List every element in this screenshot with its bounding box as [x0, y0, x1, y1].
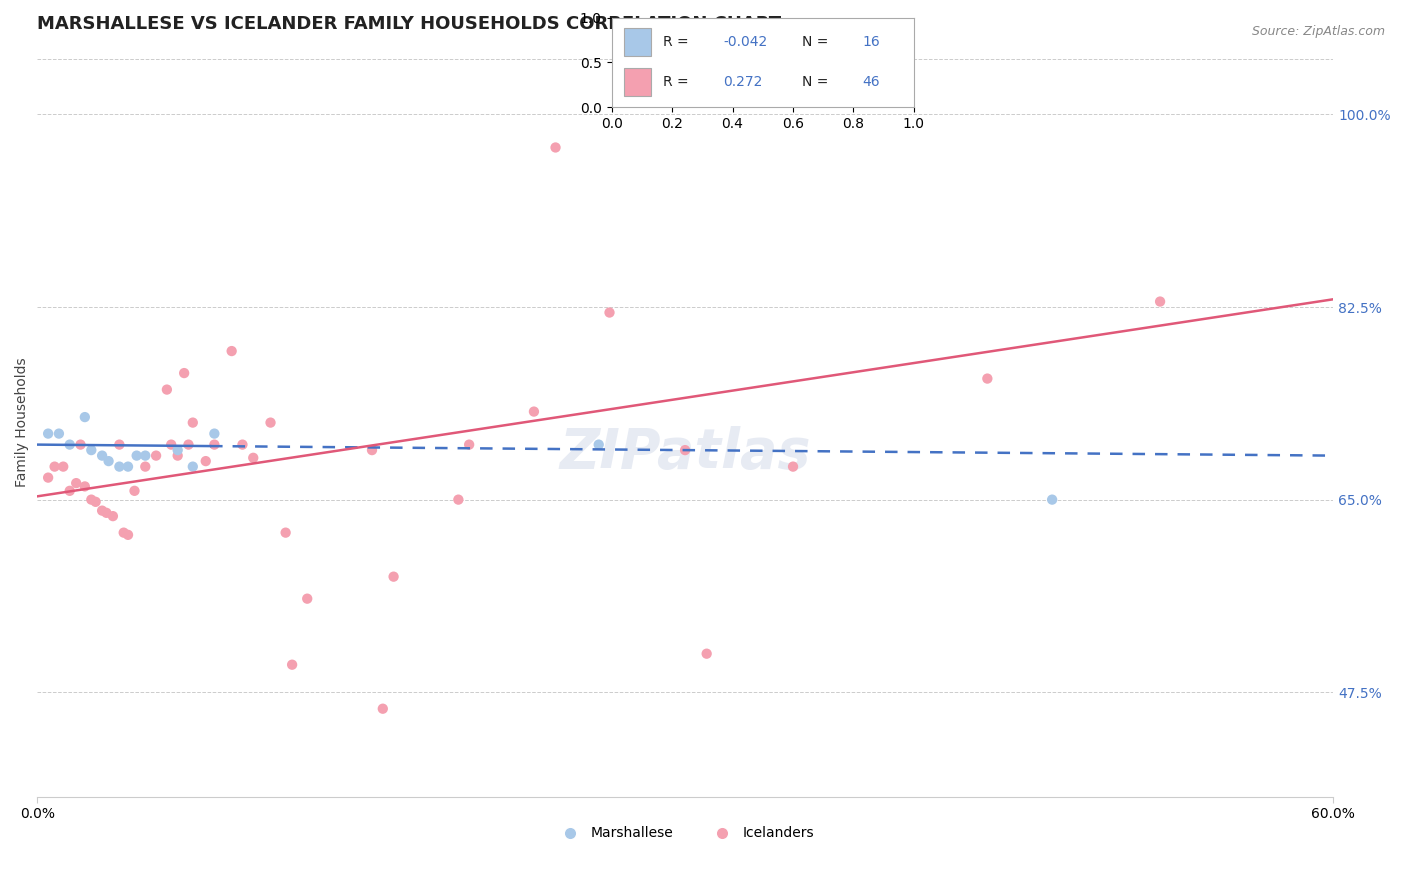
Point	[194, 454, 217, 468]
Point	[588, 437, 610, 451]
Text: 16: 16	[862, 35, 880, 49]
Point	[59, 483, 82, 498]
Point	[134, 459, 156, 474]
Point	[221, 344, 243, 359]
Point	[37, 470, 59, 484]
Point	[177, 437, 200, 451]
Point	[108, 459, 131, 474]
Point	[1149, 294, 1171, 309]
Point	[458, 437, 481, 451]
Text: -0.042: -0.042	[724, 35, 768, 49]
Point	[673, 443, 696, 458]
Point	[976, 371, 998, 385]
Text: 0.272: 0.272	[724, 75, 763, 89]
Legend: Marshallese, Icelanders: Marshallese, Icelanders	[550, 821, 820, 846]
FancyBboxPatch shape	[624, 68, 651, 96]
Point	[37, 426, 59, 441]
Point	[371, 702, 394, 716]
Point	[44, 459, 66, 474]
Point	[96, 506, 118, 520]
Point	[59, 437, 82, 451]
Point	[97, 454, 120, 468]
Point	[181, 459, 204, 474]
Point	[242, 450, 264, 465]
Point	[166, 449, 188, 463]
Point	[599, 305, 621, 319]
Point	[80, 443, 103, 458]
Y-axis label: Family Households: Family Households	[15, 358, 30, 487]
Point	[117, 459, 139, 474]
Text: ZIPatlas: ZIPatlas	[560, 425, 811, 480]
Point	[281, 657, 304, 672]
Point	[117, 528, 139, 542]
Point	[48, 426, 70, 441]
Text: R =: R =	[664, 75, 689, 89]
Point	[108, 437, 131, 451]
Point	[447, 492, 470, 507]
Point	[696, 647, 718, 661]
Point	[84, 495, 107, 509]
Point	[112, 525, 135, 540]
Point	[782, 459, 804, 474]
Point	[202, 437, 225, 451]
Point	[523, 404, 546, 418]
Point	[52, 459, 75, 474]
Point	[156, 383, 179, 397]
Text: R =: R =	[664, 35, 689, 49]
Point	[145, 449, 167, 463]
Text: 46: 46	[862, 75, 880, 89]
Point	[166, 443, 188, 458]
Point	[69, 437, 91, 451]
Point	[91, 449, 114, 463]
Point	[134, 449, 156, 463]
Point	[65, 476, 87, 491]
Point	[125, 449, 148, 463]
Point	[382, 569, 405, 583]
Point	[181, 416, 204, 430]
Point	[544, 140, 567, 154]
Point	[361, 443, 384, 458]
Point	[259, 416, 281, 430]
Point	[80, 492, 103, 507]
Text: MARSHALLESE VS ICELANDER FAMILY HOUSEHOLDS CORRELATION CHART: MARSHALLESE VS ICELANDER FAMILY HOUSEHOL…	[38, 15, 782, 33]
Point	[202, 426, 225, 441]
Point	[101, 509, 124, 524]
Point	[73, 479, 96, 493]
FancyBboxPatch shape	[624, 28, 651, 56]
Text: N =: N =	[801, 35, 828, 49]
Point	[1040, 492, 1063, 507]
Point	[274, 525, 297, 540]
Point	[91, 503, 114, 517]
Text: N =: N =	[801, 75, 828, 89]
Point	[297, 591, 319, 606]
Point	[231, 437, 253, 451]
Point	[73, 410, 96, 425]
Point	[160, 437, 183, 451]
Point	[173, 366, 195, 380]
Text: Source: ZipAtlas.com: Source: ZipAtlas.com	[1251, 25, 1385, 38]
Point	[124, 483, 146, 498]
